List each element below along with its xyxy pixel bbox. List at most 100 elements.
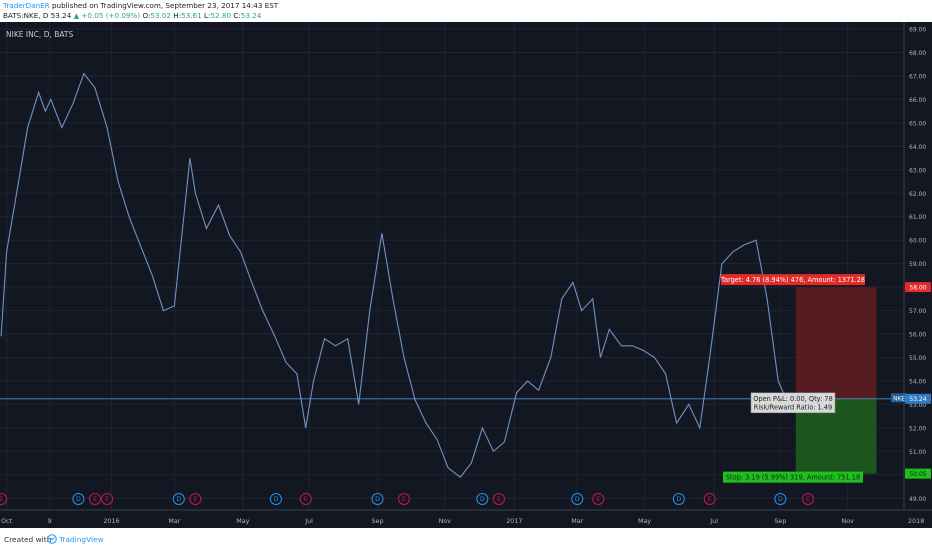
footer: Created with TradingView <box>0 528 932 550</box>
event-letter: D <box>480 496 485 503</box>
author-link[interactable]: TraderDanER <box>3 1 50 10</box>
time-tick-label: Nov <box>439 517 452 525</box>
pnl-box-bg <box>750 392 836 414</box>
dividend-marker: D <box>269 493 282 505</box>
price-tick-label: 49.00 <box>909 496 926 503</box>
time-tick-label: May <box>638 517 651 525</box>
price-tick-label: 57.00 <box>909 308 926 315</box>
price-tick-label: 56.00 <box>909 332 926 339</box>
event-letter: E <box>596 496 600 503</box>
position-zones <box>795 287 877 474</box>
target-zone <box>795 287 877 399</box>
time-tick-label: 2018 <box>908 517 924 525</box>
time-tick-label: Nov <box>841 517 854 525</box>
price-tick-label: 55.00 <box>909 355 926 362</box>
stop-price-tag: 50.05 <box>905 468 931 479</box>
event-circle <box>371 493 384 505</box>
event-letter: E <box>105 496 109 503</box>
price-tick-label: 63.00 <box>909 167 926 174</box>
earnings-marker: E <box>492 493 505 505</box>
price-chart[interactable]: Target: 4.76 (8.94%) 476, Amount: 1371.2… <box>0 22 932 528</box>
close-label: C: <box>233 11 241 20</box>
event-letter: E <box>304 496 308 503</box>
time-tick-label: Oct <box>1 517 13 525</box>
event-circle <box>801 493 814 505</box>
stop-label: Stop: 3.19 (5.99%) 319, Amount: 751.18 <box>723 471 863 483</box>
price-tick-label: 59.00 <box>909 261 926 268</box>
price-tick-label: 66.00 <box>909 97 926 104</box>
price-change: ▲ +0.05 (+0.09%) <box>73 11 141 20</box>
target-label-bg <box>721 274 865 286</box>
event-circle <box>172 493 185 505</box>
event-circle <box>101 493 114 505</box>
earnings-marker: E <box>703 493 716 505</box>
time-tick-label: Mar <box>571 517 583 525</box>
price-tick-label: 60.00 <box>909 238 926 245</box>
price-axis[interactable] <box>904 22 932 510</box>
event-circle <box>492 493 505 505</box>
event-circle <box>571 493 584 505</box>
event-letter: E <box>0 496 3 503</box>
event-letter: D <box>375 496 380 503</box>
event-letter: E <box>193 496 197 503</box>
event-letter: E <box>497 496 501 503</box>
event-circle <box>703 493 716 505</box>
target-price-tag-text: 58.00 <box>909 284 926 291</box>
last-price-tag: 53.24 <box>905 393 931 404</box>
event-circle <box>592 493 605 505</box>
event-letter: E <box>708 496 712 503</box>
time-tick-label: 9 <box>48 517 52 525</box>
earnings-marker: E <box>88 493 101 505</box>
price-tick-label: 62.00 <box>909 191 926 198</box>
event-letter: D <box>76 496 81 503</box>
risk-reward-text: Risk/Reward Ratio: 1.49 <box>754 403 832 411</box>
tradingview-brand[interactable]: TradingView <box>59 535 104 544</box>
price-tick-label: 67.00 <box>909 73 926 80</box>
event-letter: D <box>274 496 279 503</box>
event-letter: D <box>575 496 580 503</box>
dividend-marker: D <box>371 493 384 505</box>
event-circle <box>397 493 410 505</box>
time-tick-label: May <box>236 517 249 525</box>
event-letter: D <box>176 496 181 503</box>
last-price-tag-bg <box>905 393 931 404</box>
dividend-marker: D <box>571 493 584 505</box>
symbol-info: BATS:NKE, D <box>3 11 49 20</box>
symbol-tag-bg <box>891 393 907 403</box>
event-circle <box>88 493 101 505</box>
event-circle <box>72 493 85 505</box>
time-axis-labels: Oct 9 2016 Mar May Jul Sep Nov 2017 Mar May Jul Sep N… <box>1 517 924 525</box>
low-value: 52.80 <box>210 11 232 20</box>
price-tick-label: 61.00 <box>909 214 926 221</box>
close-value: 53.24 <box>240 11 262 20</box>
high-label: H: <box>173 11 182 20</box>
time-tick-label: Jul <box>709 517 718 525</box>
event-circle <box>299 493 312 505</box>
chart-legend: NIKE INC, D, BATS <box>6 30 74 39</box>
stop-label-text: Stop: 3.19 (5.99%) 319, Amount: 751.18 <box>726 474 860 482</box>
earnings-marker: E <box>101 493 114 505</box>
earnings-marker: E <box>189 493 202 505</box>
chart-header: TraderDanER published on TradingView.com… <box>0 0 932 22</box>
stop-price-tag-text: 50.05 <box>909 471 926 478</box>
target-label: Target: 4.76 (8.94%) 476, Amount: 1371.2… <box>720 274 865 286</box>
price-tick-label: 51.00 <box>909 449 926 456</box>
price-axis-labels: 49.0050.0051.0052.0053.0054.0055.0056.00… <box>909 27 926 503</box>
event-letter: E <box>806 496 810 503</box>
event-circle <box>774 493 787 505</box>
chart-area[interactable]: Target: 4.76 (8.94%) 476, Amount: 1371.2… <box>0 22 932 528</box>
time-tick-label: Sep <box>774 517 786 525</box>
ohlc-line: BATS:NKE, D 53.24 ▲ +0.05 (+0.09%) O:53.… <box>3 11 261 21</box>
event-letter: D <box>676 496 681 503</box>
price-tick-label: 54.00 <box>909 378 926 385</box>
published-text: published on TradingView.com, September … <box>49 1 279 10</box>
dividend-marker: D <box>672 493 685 505</box>
event-letter: E <box>402 496 406 503</box>
low-label: L: <box>204 11 211 20</box>
time-tick-label: Jul <box>304 517 313 525</box>
price-tick-label: 64.00 <box>909 144 926 151</box>
price-tick-label: 69.00 <box>909 27 926 34</box>
price-tick-label: 65.00 <box>909 120 926 127</box>
high-value: 53.61 <box>181 11 202 20</box>
